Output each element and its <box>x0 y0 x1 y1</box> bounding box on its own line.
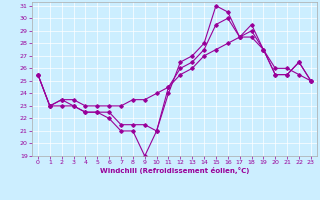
X-axis label: Windchill (Refroidissement éolien,°C): Windchill (Refroidissement éolien,°C) <box>100 167 249 174</box>
